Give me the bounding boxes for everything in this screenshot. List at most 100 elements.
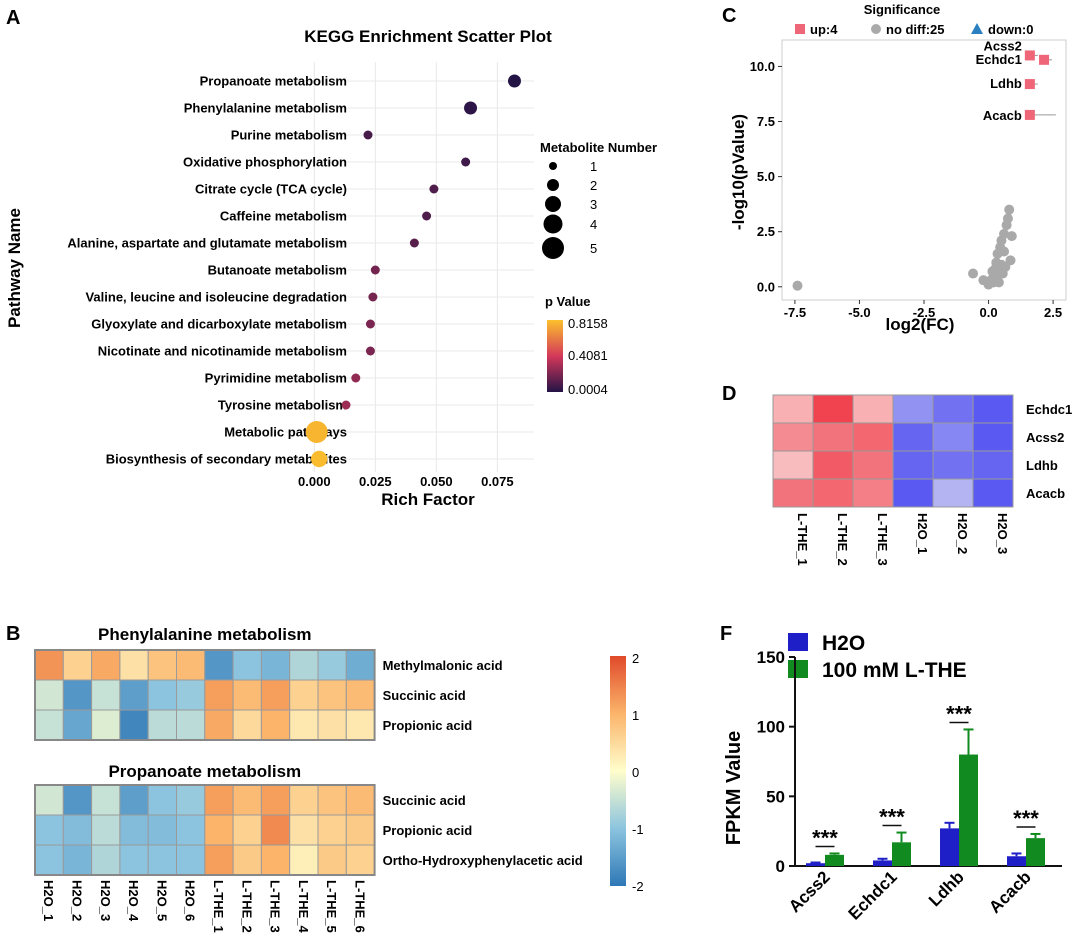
metabolite-heatmap-border [34, 784, 376, 876]
metabolite-heatmap-cell [176, 649, 206, 681]
metabolite-heatmap-col-label: H2O_1 [41, 880, 56, 921]
scatter-grid [285, 62, 534, 472]
gene-heatmap-cell [812, 394, 854, 424]
size-legend-label: 5 [590, 241, 597, 256]
metabolite-heatmap-cell [317, 844, 347, 876]
metabolite-heatmap-cell [119, 814, 149, 846]
bar-y-tick-label: 0 [776, 857, 785, 876]
pathway-point [507, 74, 521, 88]
colorbar-tick-label: 1 [632, 708, 639, 723]
metabolite-heatmap-row-label: Methylmalonic acid [383, 658, 503, 673]
volcano-nodiff-point [792, 280, 803, 291]
pathway-label: Purine metabolism [231, 128, 347, 143]
pathway-label: Propanoate metabolism [200, 74, 347, 89]
pathway-label: Tyrosine metabolism [218, 398, 347, 413]
gene-heatmap-cell [772, 394, 814, 424]
bar-category-label: Echdc1 [845, 867, 901, 923]
legend-down-marker [971, 23, 983, 34]
size-legend-dot [545, 196, 561, 212]
metabolite-heatmap-col-label: L-THE_2 [239, 880, 254, 933]
metabolite-heatmap-col-label: L-THE_6 [352, 880, 367, 933]
gene-heatmap-cell [812, 450, 854, 480]
volcano-nodiff-point [968, 268, 979, 279]
legend-h2o-swatch [788, 633, 808, 651]
legend-down-label: down:0 [988, 22, 1034, 37]
metabolite-heatmap-cell [345, 814, 376, 846]
bar [806, 863, 825, 866]
pathway-point [464, 101, 478, 115]
metabolite-heatmap-cell [62, 709, 93, 741]
metabolite-heatmap-row-label: Ortho-Hydroxyphenylacetic acid [383, 853, 583, 868]
gene-heatmap-cell [852, 450, 894, 480]
panel-letter-f: F [720, 623, 732, 645]
colorbar-tick-label: -1 [632, 822, 644, 837]
size-legend-dot [542, 237, 564, 259]
metabolite-heatmap-cell [34, 844, 64, 876]
metabolite-heatmap-cell [147, 844, 177, 876]
volcano-x-tick-label: 2.5 [1044, 305, 1062, 320]
metabolite-heatmap-row-label: Propionic acid [383, 823, 473, 838]
gene-heatmap-row-label: Acacb [1026, 486, 1065, 501]
pvalue-colorbar [547, 320, 563, 392]
bar-category-label: Ldhb [925, 867, 968, 910]
metabolite-heatmap-cell [204, 649, 234, 681]
size-legend-dot [549, 162, 557, 170]
gene-heatmap-col-label: H2O_2 [955, 513, 970, 554]
metabolite-heatmap-cell [119, 709, 149, 741]
size-legend-label: 3 [590, 197, 597, 212]
panel-letter-a: A [6, 7, 20, 29]
colorbar-tick-label: 2 [632, 651, 639, 666]
metabolite-heatmap-cell [260, 709, 291, 741]
volcano-x-tick-label: 0.0 [980, 305, 998, 320]
metabolite-heatmaps: Phenylalanine metabolism Methylmalonic ac… [34, 625, 583, 934]
metabolite-heatmap-cell [289, 709, 319, 741]
metabolite-heatmap-cell [232, 844, 262, 876]
gene-heatmap-cell [852, 422, 894, 452]
metabolite-heatmap-cell [176, 814, 206, 846]
volcano-x-tick-label: -5.0 [848, 305, 870, 320]
metabolite-heatmap-cell [62, 679, 93, 711]
metabolite-heatmap-cell [260, 784, 291, 816]
volcano-gene-label: Acacb [983, 108, 1022, 123]
metabolite-heatmap-cell [176, 709, 206, 741]
pathway-point [409, 238, 419, 248]
colorbar-tick-label: 0 [632, 765, 639, 780]
pathway-point [429, 184, 439, 194]
gene-heatmap-cell [972, 394, 1014, 424]
volcano-up-point [1024, 79, 1035, 90]
bar-category-label: Acss2 [785, 867, 834, 916]
metabolite-heatmap-cell [34, 709, 64, 741]
legend-up-marker [795, 24, 805, 34]
gene-heatmap: Echdc1 Acss2 Ldhb Acacb L-THE_1 L-THE_2 L-THE_… [772, 394, 1072, 566]
metabolite-heatmap-col-label: H2O_5 [154, 880, 169, 921]
bar-y-axis-label: FPKM Value [723, 731, 745, 845]
metabolite-heatmap-cell [91, 679, 121, 711]
gene-heatmap-cell [972, 478, 1014, 508]
volcano-panel: Significance up:4 no diff:25 down:0 -7.5… [729, 2, 1067, 334]
metabolite-heatmap-cell [91, 814, 121, 846]
volcano-nodiff-point [987, 266, 998, 277]
pathway-point [305, 421, 328, 443]
metabolite-heatmap-cell [204, 784, 234, 816]
metabolite-heatmap-cell [289, 844, 319, 876]
volcano-nodiff-point [1005, 255, 1016, 266]
metabolite-heatmap-panel: Phenylalanine metabolism Methylmalonic ac… [34, 625, 644, 934]
volcano-nodiff-point [996, 259, 1007, 270]
metabolite-heatmap-cell [232, 709, 262, 741]
pathway-point [363, 130, 373, 140]
pathway-point [365, 346, 375, 356]
volcano-nodiff-point [1006, 231, 1017, 242]
bar-y-tick-label: 150 [757, 648, 785, 667]
volcano-gene-label: Ldhb [990, 76, 1022, 91]
gene-heatmap-row-label: Ldhb [1026, 458, 1058, 473]
kegg-scatter-panel: KEGG Enrichment Scatter Plot 0.000 0.025 0… [5, 27, 657, 509]
metabolite-heatmap-cell [345, 649, 376, 681]
pathway-label: Biosynthesis of secondary metabolites [106, 452, 347, 467]
panel-letter-d: D [722, 383, 736, 405]
volcano-up-point [1039, 54, 1050, 65]
bar [959, 754, 978, 866]
pathway-label: Oxidative phosphorylation [183, 155, 347, 170]
scatter-x-tick-label: 0.000 [298, 474, 331, 489]
metabolite-heatmap-cell [91, 649, 121, 681]
